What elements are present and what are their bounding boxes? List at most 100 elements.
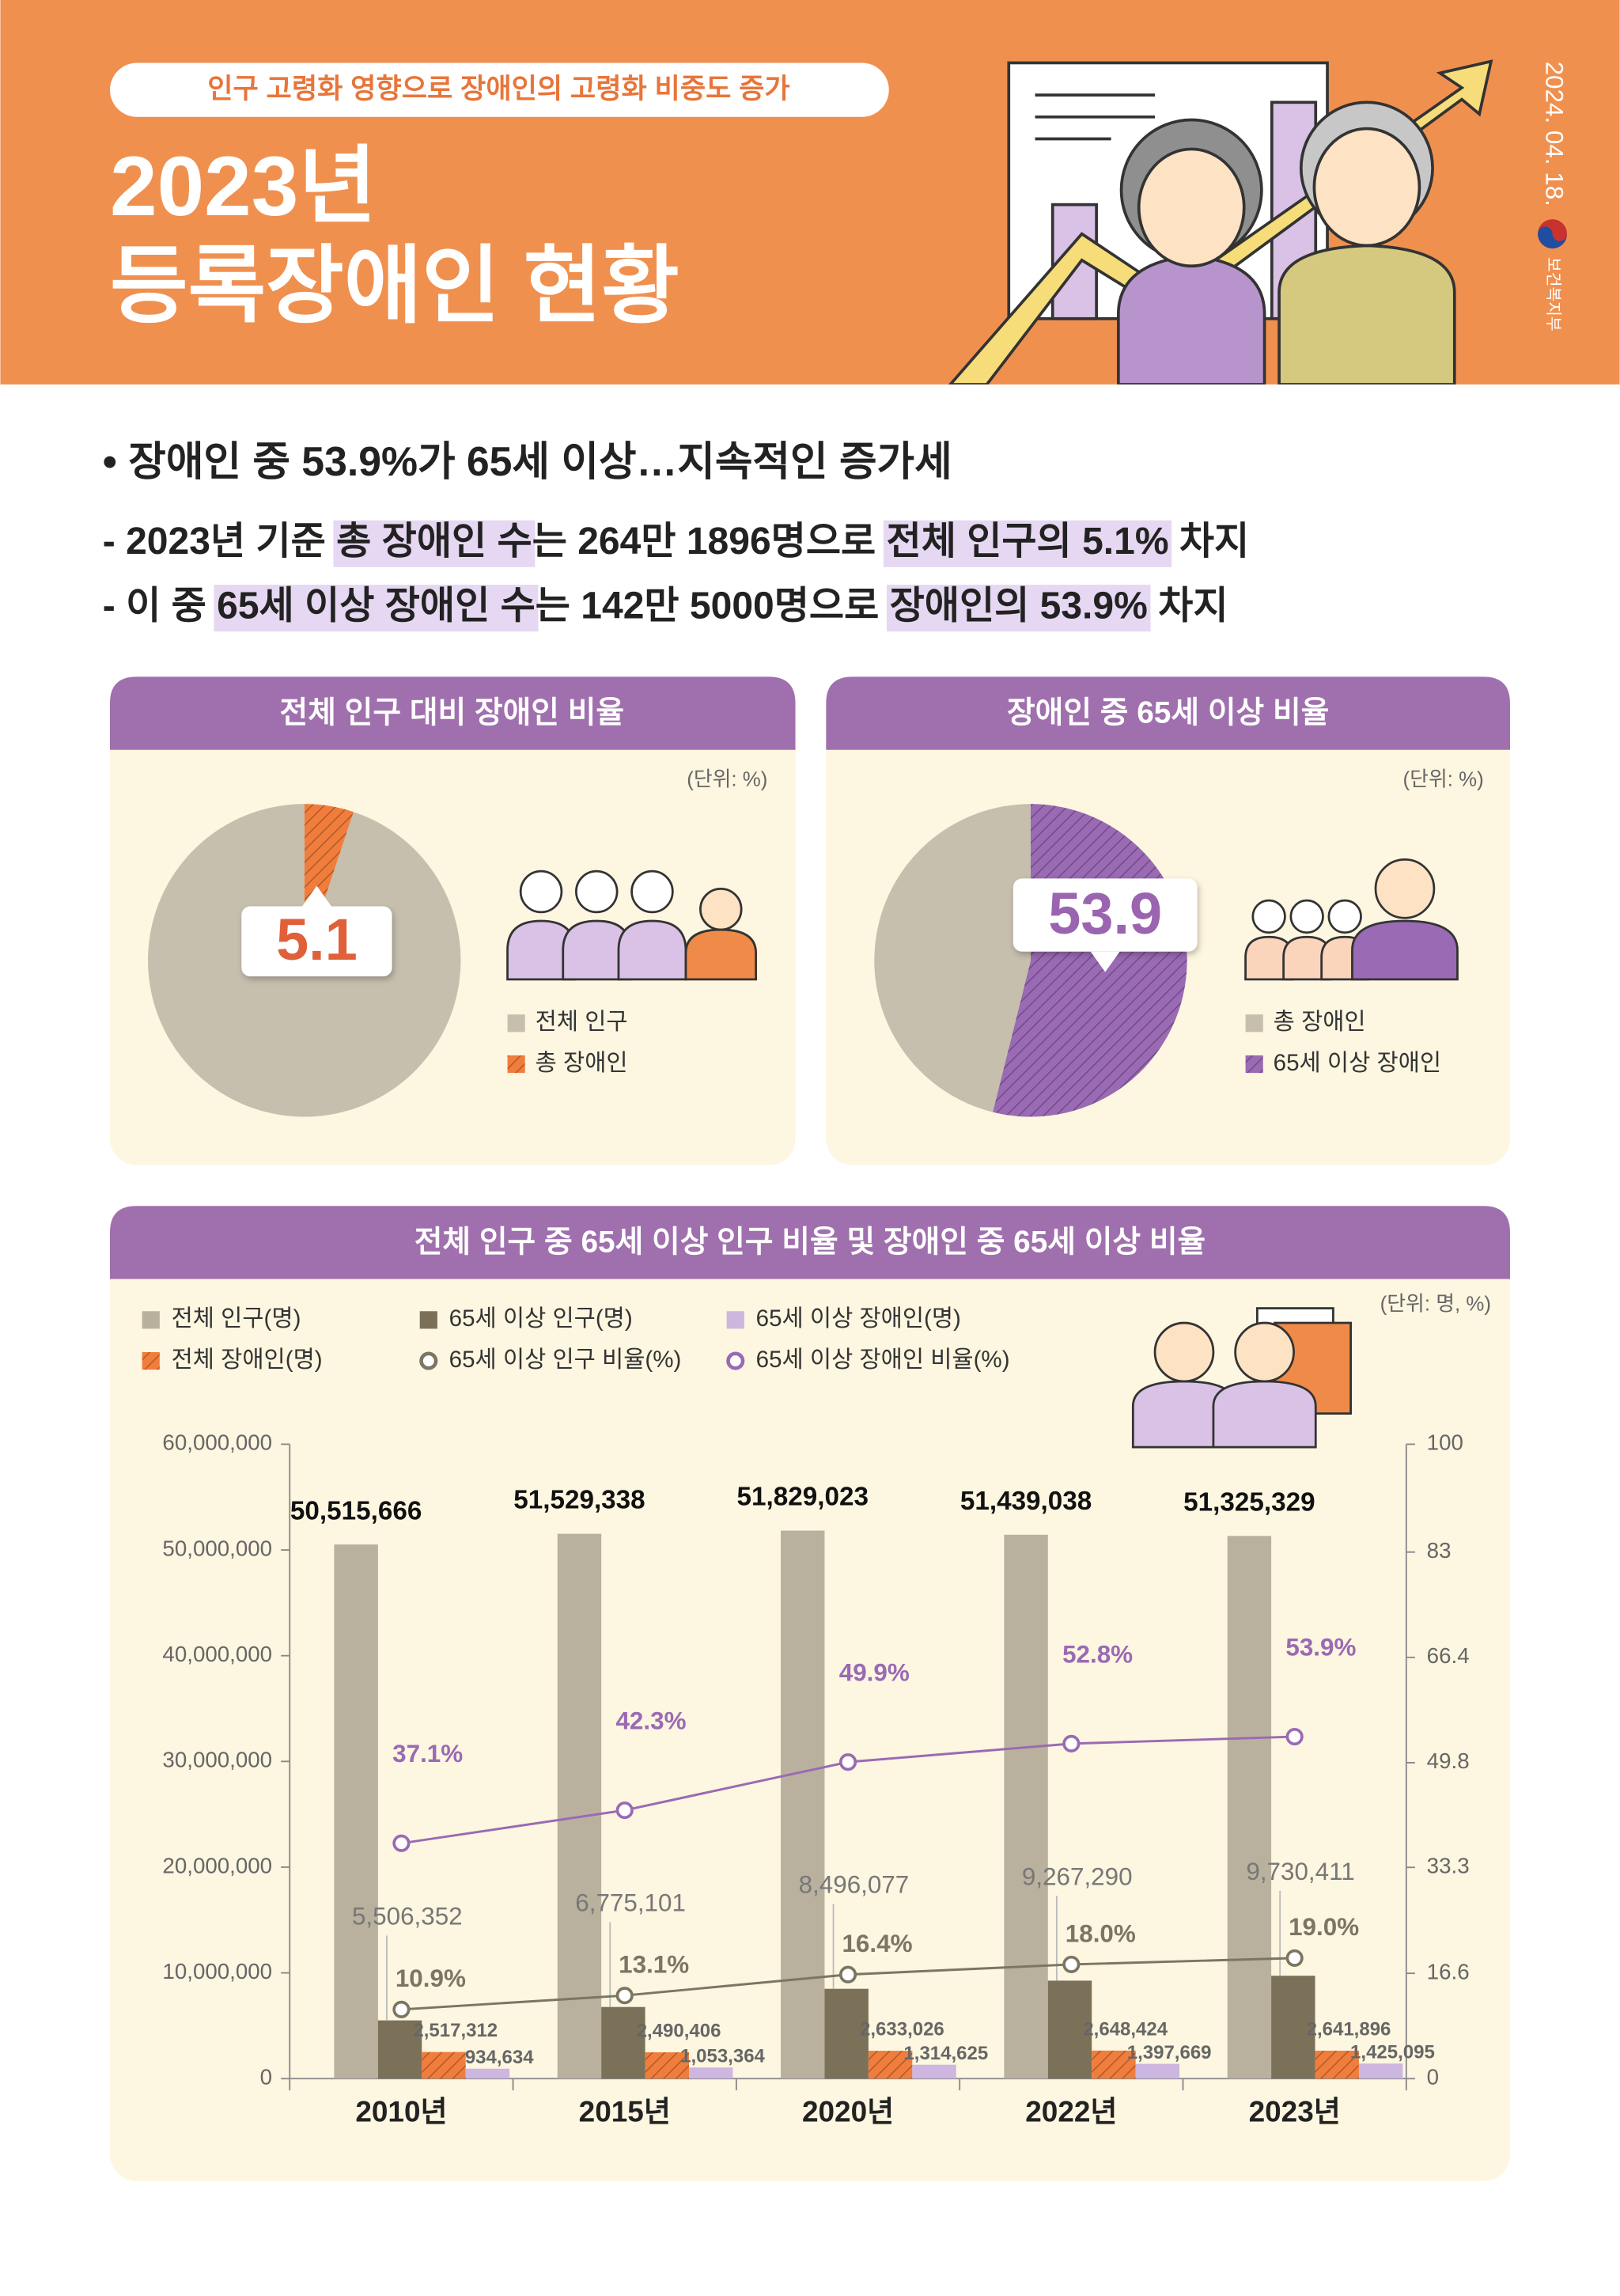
- bar: [1227, 1536, 1272, 2079]
- legend-label: 65세 이상 인구 비율(%): [449, 1347, 682, 1373]
- line-point: [1062, 1955, 1081, 1974]
- x-tick-label: 2020년: [802, 2095, 894, 2127]
- bar: [824, 1988, 869, 2079]
- y-tick-label: 60,000,000: [162, 1430, 272, 1455]
- legend-marker: [419, 1351, 438, 1370]
- line-point: [1285, 1949, 1304, 1967]
- line-label: 13.1%: [619, 1951, 689, 1979]
- y-tick-label: 0: [260, 2065, 272, 2090]
- y2-tick-label: 83: [1427, 1538, 1452, 1563]
- bar: [1358, 2063, 1403, 2079]
- bar-label: 9,730,411: [1246, 1858, 1354, 1885]
- line-label: 42.3%: [615, 1707, 686, 1735]
- y-tick-label: 20,000,000: [162, 1853, 272, 1877]
- bar-label: 1,314,625: [903, 2043, 988, 2064]
- panel-title: 전체 인구 중 65세 이상 인구 비율 및 장애인 중 65세 이상 비율: [414, 1226, 1206, 1260]
- highlight: [886, 585, 1151, 632]
- bar-label: 51,529,338: [513, 1486, 645, 1515]
- unit-note: (단위: 명, %): [1380, 1293, 1491, 1316]
- highlight: [333, 520, 536, 567]
- legend-swatch: [726, 1311, 744, 1329]
- bar: [1047, 1980, 1092, 2079]
- bar-label: 2,490,406: [637, 2020, 721, 2041]
- line-label: 37.1%: [392, 1740, 463, 1767]
- callout-tip: [301, 885, 331, 907]
- unit-note: (단위: %): [687, 767, 767, 790]
- legend-label: 65세 이상 장애인(명): [756, 1305, 961, 1332]
- bar-label: 51,829,023: [737, 1483, 869, 1512]
- people-icon: [506, 870, 758, 981]
- person-body: [1277, 244, 1456, 385]
- people-icon: [1244, 858, 1459, 981]
- y-tick-label: 50,000,000: [162, 1536, 272, 1560]
- line-point: [392, 2000, 411, 2018]
- person-body: [1116, 254, 1266, 385]
- legend-label: 전체 인구(명): [172, 1305, 301, 1332]
- bar-label: 1,053,364: [680, 2046, 765, 2067]
- line-point: [838, 1753, 857, 1771]
- bar-label: 1,397,669: [1127, 2042, 1212, 2063]
- legend-label: 총 장애인: [1274, 1009, 1366, 1035]
- bar-label: 2,633,026: [860, 2019, 944, 2040]
- bar: [1135, 2063, 1180, 2079]
- legend-swatch: [142, 1352, 160, 1370]
- legend-label: 전체 장애인(명): [172, 1347, 323, 1373]
- highlight: [883, 520, 1172, 567]
- bar: [1004, 1534, 1048, 2079]
- line-point: [615, 1801, 634, 1820]
- legend-swatch: [507, 1055, 525, 1074]
- legend-label: 총 장애인: [536, 1050, 628, 1076]
- summary-text: 장애인의 53.9%: [890, 585, 1148, 627]
- bar-label: 1,425,095: [1350, 2042, 1435, 2063]
- summary-text: 전체 인구의 5.1%: [887, 521, 1169, 563]
- legend-label: 65세 이상 장애인 비율(%): [756, 1347, 1010, 1373]
- line-label: 52.8%: [1062, 1640, 1133, 1668]
- line-point: [615, 1987, 634, 2005]
- panel-header: [110, 676, 796, 750]
- bar: [377, 2020, 422, 2079]
- summary-text: 는 264만 1896명으로: [532, 521, 887, 563]
- x-tick-label: 2022년: [1025, 2095, 1117, 2127]
- bar: [689, 2067, 733, 2079]
- line-label: 53.9%: [1285, 1633, 1356, 1661]
- pie-slice: [874, 804, 1031, 1112]
- bar-label: 51,325,329: [1183, 1487, 1315, 1517]
- panel-title: 전체 인구 대비 장애인 비율: [280, 696, 625, 730]
- people-icon: [1131, 1307, 1352, 1449]
- title-line: 등록장애인 현황: [110, 238, 679, 333]
- summary-text: 는 142만 5000명으로: [536, 585, 890, 627]
- bar: [465, 2068, 510, 2079]
- summary-text: 차지: [1148, 585, 1228, 627]
- bar: [422, 2052, 466, 2079]
- title-line: 2023년: [110, 138, 377, 233]
- bar-label: 9,267,290: [1022, 1862, 1133, 1890]
- person-face: [1137, 147, 1246, 268]
- header-illustration: [948, 59, 1493, 385]
- y-tick-label: 10,000,000: [162, 1959, 272, 1983]
- highlight: [214, 585, 539, 632]
- summary-text: 65세 이상 장애인 수: [217, 585, 536, 627]
- callout-tip: [1090, 951, 1120, 972]
- legend-swatch: [142, 1311, 160, 1329]
- header-badge: [110, 63, 889, 117]
- headline: • 장애인 중 53.9%가 65세 이상…지속적인 증가세: [103, 438, 952, 484]
- y2-tick-label: 16.6: [1427, 1959, 1470, 1983]
- summary-text: 차지: [1169, 521, 1250, 563]
- line-label: 19.0%: [1289, 1913, 1359, 1941]
- line-label: 49.9%: [839, 1659, 910, 1687]
- legend-marker: [726, 1351, 745, 1370]
- line-label: 10.9%: [396, 1964, 466, 1992]
- y2-tick-label: 0: [1427, 2065, 1439, 2090]
- bar: [601, 2006, 645, 2079]
- bar: [1271, 1976, 1315, 2079]
- bar: [557, 1533, 602, 2079]
- x-tick-label: 2023년: [1249, 2095, 1341, 2127]
- legend-swatch: [1245, 1055, 1263, 1074]
- badge-text: 인구 고령화 영향으로 장애인의 고령화 비중도 증가: [207, 74, 790, 104]
- ministry-name: 보건복지부: [1544, 257, 1562, 331]
- callout-box: [241, 906, 392, 977]
- callout-value: 5.1: [276, 907, 358, 972]
- y2-tick-label: 33.3: [1427, 1854, 1470, 1878]
